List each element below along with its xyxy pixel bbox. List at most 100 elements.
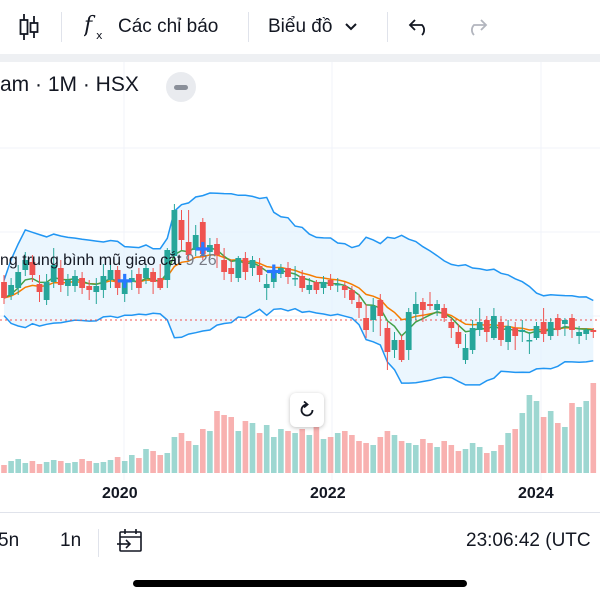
- cross-marker: [266, 264, 281, 279]
- refresh-icon: [300, 400, 314, 417]
- volume-bar: [342, 431, 348, 473]
- candle: [391, 332, 398, 358]
- volume-bar: [306, 435, 313, 473]
- range-1y-label: 1n: [60, 530, 82, 551]
- volume-bar: [476, 447, 483, 473]
- volume-bar: [93, 463, 100, 473]
- volume-bar: [370, 445, 376, 473]
- candle: [263, 274, 270, 300]
- clock-display[interactable]: 23:06:42 (UTC: [466, 513, 591, 569]
- redo-button[interactable]: [464, 0, 488, 54]
- indicator-name: ng trung bình mũ giao cắt: [0, 252, 182, 269]
- clock-text: 23:06:42 (UTC: [466, 530, 591, 551]
- candle: [136, 268, 142, 294]
- symbol-legend[interactable]: am · 1M · HSX: [0, 73, 139, 97]
- volume-bar: [313, 427, 320, 473]
- go-to-date-button[interactable]: [116, 513, 144, 569]
- candle: [150, 268, 156, 294]
- bottom-divider: [0, 512, 600, 513]
- candle: [363, 304, 369, 338]
- volume-bar: [164, 453, 171, 473]
- candle: [1, 275, 7, 304]
- volume-bar: [526, 395, 533, 473]
- range-5y-button[interactable]: 5n: [0, 513, 19, 569]
- indicators-label: Các chỉ báo: [118, 16, 219, 37]
- candle: [356, 294, 362, 318]
- candle: [228, 260, 235, 282]
- candle: [455, 324, 462, 348]
- candle: [569, 314, 575, 338]
- candle: [256, 258, 263, 282]
- chart-type-label: Biểu đồ: [268, 16, 333, 37]
- indicator-legend[interactable]: ng trung bình mũ giao cắt 9 26: [0, 252, 217, 270]
- range-1y-button[interactable]: 1n: [60, 513, 81, 569]
- cross-marker: [117, 273, 132, 288]
- volume-bar: [448, 445, 455, 473]
- volume-bar: [36, 464, 43, 473]
- volume-bar: [398, 441, 405, 473]
- chart-pane[interactable]: [0, 62, 600, 510]
- volume-bar: [129, 455, 135, 473]
- volume-bar: [79, 459, 85, 473]
- candle: [185, 210, 192, 260]
- volume-bar: [107, 460, 114, 473]
- volume-bar: [462, 449, 469, 473]
- volume-bar: [469, 443, 476, 473]
- volume-bar: [8, 461, 14, 473]
- candle: [384, 322, 391, 370]
- candle: [72, 270, 78, 292]
- candle: [171, 204, 178, 264]
- volume-bar: [171, 437, 178, 473]
- candle: [462, 334, 469, 364]
- candle: [583, 328, 590, 340]
- candle: [483, 316, 490, 342]
- volume-bar: [334, 433, 341, 473]
- indicators-button[interactable]: f x Các chỉ báo: [84, 0, 218, 54]
- candle: [554, 314, 561, 336]
- top-toolbar: f x Các chỉ báo Biểu đồ: [0, 0, 600, 54]
- price-chart[interactable]: [0, 62, 600, 510]
- volume-bar: [505, 433, 511, 473]
- undo-button[interactable]: [408, 0, 432, 54]
- volume-bar: [235, 431, 242, 473]
- chevron-down-icon: [345, 23, 358, 31]
- candle: [476, 308, 483, 336]
- candle: [299, 270, 306, 292]
- calendar-goto-icon: [117, 529, 142, 552]
- candle: [79, 272, 85, 294]
- volume-bar: [555, 423, 561, 473]
- volume-bar: [391, 435, 398, 473]
- reset-chart-button[interactable]: [290, 393, 324, 427]
- time-axis-label: 2022: [310, 485, 346, 502]
- volume-bar: [363, 443, 369, 473]
- volume-bar: [65, 463, 71, 473]
- volume-bar: [434, 447, 440, 473]
- candle: [427, 292, 433, 310]
- chart-type-dropdown[interactable]: Biểu đồ: [268, 0, 358, 54]
- candle: [533, 322, 540, 340]
- candle: [519, 320, 526, 342]
- collapse-legend-button[interactable]: [166, 72, 196, 102]
- undo-icon: [408, 19, 425, 36]
- bollinger-upper-line: [3, 192, 594, 302]
- redo-icon: [471, 19, 488, 36]
- volume-bars: [1, 383, 597, 473]
- volume-bar: [228, 417, 234, 473]
- volume-bar: [590, 383, 597, 473]
- candle: [377, 294, 384, 336]
- candle: [334, 278, 341, 292]
- volume-bar: [285, 431, 291, 473]
- volume-bar: [207, 431, 213, 473]
- candle: [306, 278, 313, 294]
- volume-bar: [15, 459, 21, 473]
- candle: [412, 292, 419, 320]
- volume-bar: [200, 429, 206, 473]
- time-axis-label: 2024: [518, 485, 554, 502]
- candle: [341, 282, 348, 298]
- candle: [107, 264, 114, 288]
- indicator-values: 9 26: [185, 252, 217, 269]
- candle-style-button[interactable]: [18, 0, 40, 54]
- toolbar-divider: [387, 12, 388, 42]
- candle: [562, 318, 568, 336]
- volume-bar: [377, 437, 384, 473]
